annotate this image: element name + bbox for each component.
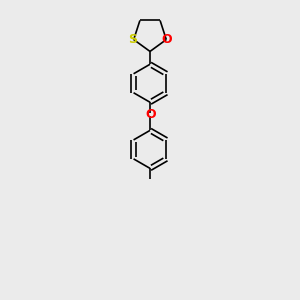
Text: S: S: [129, 33, 138, 46]
Text: O: O: [145, 108, 156, 121]
Text: O: O: [162, 33, 172, 46]
